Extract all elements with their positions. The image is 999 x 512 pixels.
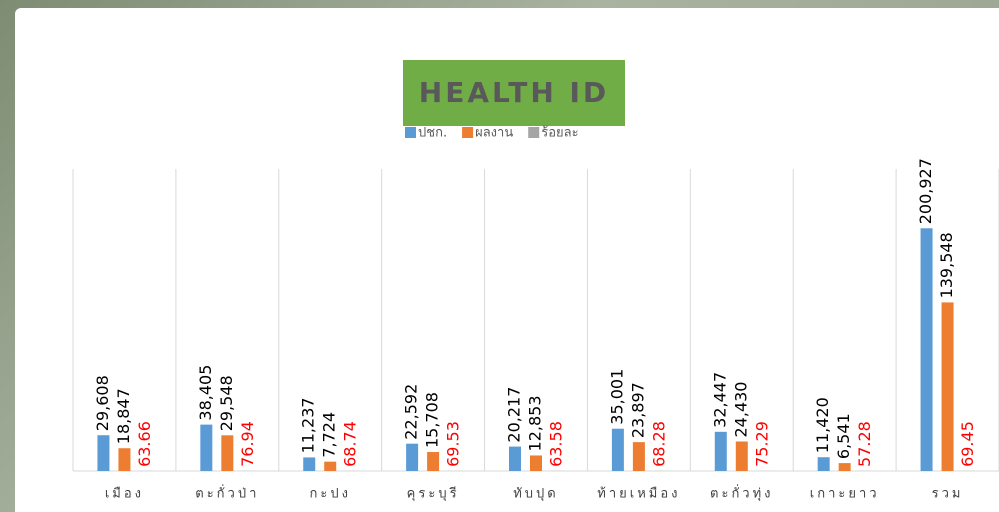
chart: HEALTH ID ปชก. ผลงาน ร้อยละเมือง 29,60818,8… (0, 0, 999, 512)
bar (221, 435, 233, 471)
bar (839, 463, 851, 471)
x-tick-label: เมือง (105, 486, 144, 502)
x-tick-label: ตะกั่วทุ่ง (710, 485, 774, 502)
data-label: 69.53 (444, 421, 463, 467)
legend-label: ปชก. (418, 126, 447, 141)
data-label: 200,927 (916, 158, 935, 224)
bar (427, 452, 439, 471)
bar (736, 441, 748, 471)
data-label: 11,237 (299, 397, 318, 453)
x-tick-label: ทับปุด (513, 487, 559, 502)
bar (633, 442, 645, 471)
data-label: 22,592 (402, 384, 421, 440)
bar (818, 457, 830, 471)
data-label: 29,548 (217, 375, 236, 431)
data-label: 11,420 (813, 397, 832, 453)
legend-swatch (405, 127, 416, 138)
x-tick-label: กะปง (309, 487, 350, 502)
bar (921, 228, 933, 471)
data-label: 68.74 (341, 421, 360, 467)
data-label: 63.58 (547, 421, 566, 467)
data-label: 69.45 (958, 421, 977, 467)
data-label: 20,217 (505, 387, 524, 443)
legend-swatch (528, 127, 539, 138)
data-label: 76.94 (238, 421, 257, 467)
data-label: 29,608 (93, 375, 112, 431)
data-label: 35,001 (607, 369, 626, 425)
legend-label: ร้อยละ (541, 126, 578, 141)
data-label: 63.66 (135, 421, 154, 467)
data-label: 7,724 (320, 412, 339, 458)
bar (303, 457, 315, 471)
data-label: 18,847 (114, 388, 133, 444)
data-label: 12,853 (526, 395, 545, 451)
bar (406, 444, 418, 471)
data-label: 38,405 (196, 365, 215, 421)
bar (612, 429, 624, 471)
x-tick-label: ตะกั่วป่า (195, 485, 259, 502)
bar (509, 447, 521, 471)
bar (118, 448, 130, 471)
bar (715, 432, 727, 471)
data-label: 68.28 (649, 421, 668, 467)
data-label: 139,548 (937, 232, 956, 298)
page: HEALTH ID ปชก. ผลงาน ร้อยละเมือง 29,60818,8… (0, 0, 999, 512)
bar (97, 435, 109, 471)
chart-title: HEALTH ID (419, 76, 609, 109)
data-label: 15,708 (423, 392, 442, 448)
bar (942, 302, 954, 471)
bar (200, 425, 212, 471)
legend-label: ผลงาน (475, 126, 513, 141)
x-tick-label: เกาะยาว (810, 487, 880, 502)
bar (530, 455, 542, 471)
bar (324, 462, 336, 471)
data-label: 6,541 (834, 413, 853, 459)
x-tick-label: รวม (932, 487, 964, 502)
x-tick-label: คุระบุรี (407, 486, 460, 502)
data-label: 57.28 (855, 421, 874, 467)
x-tick-label: ท้ายเหมือง (597, 486, 680, 502)
data-label: 23,897 (628, 382, 647, 438)
data-label: 75.29 (752, 421, 771, 467)
data-label: 24,430 (731, 382, 750, 438)
legend-swatch (462, 127, 473, 138)
data-label: 32,447 (710, 372, 729, 428)
